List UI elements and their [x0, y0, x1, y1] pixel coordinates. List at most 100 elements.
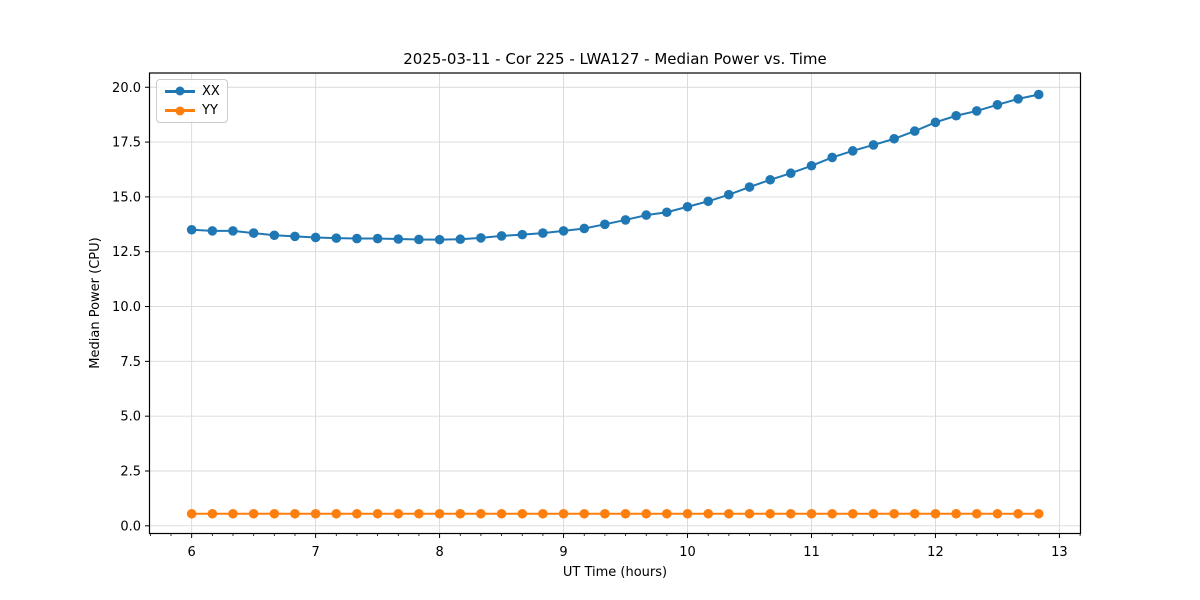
data-point-xx: [1013, 94, 1023, 104]
data-point-xx: [909, 126, 920, 136]
data-point-yy: [662, 508, 672, 519]
data-point-yy: [310, 508, 321, 519]
data-point-yy: [372, 508, 383, 519]
data-point-xx: [538, 228, 548, 238]
data-point-xx: [785, 168, 796, 179]
x-tick-label: 7: [311, 545, 319, 560]
data-point-yy: [248, 508, 259, 519]
data-point-yy: [909, 508, 920, 519]
data-point-xx: [662, 207, 672, 218]
y-axis-label: Median Power (CPU): [88, 237, 103, 368]
data-point-yy: [806, 508, 817, 519]
x-tick-label: 9: [559, 545, 567, 560]
chart-title: 2025-03-11 - Cor 225 - LWA127 - Median P…: [403, 50, 827, 68]
legend-item-yy: YY: [165, 102, 227, 120]
data-point-yy: [269, 508, 280, 519]
data-point-yy: [207, 508, 218, 519]
data-point-xx: [331, 233, 342, 243]
data-point-xx: [186, 224, 197, 235]
data-point-yy: [1033, 508, 1044, 519]
x-tick-label: 6: [188, 545, 196, 560]
legend-item-xx: XX: [165, 82, 227, 100]
legend: XX YY: [156, 79, 228, 123]
data-point-yy: [744, 508, 755, 519]
data-point-yy: [476, 508, 486, 519]
y-tick-label: 20.0: [112, 81, 141, 96]
data-point-xx: [724, 189, 734, 200]
data-point-xx: [620, 215, 631, 225]
data-point-yy: [682, 508, 693, 519]
data-point-xx: [496, 231, 507, 241]
data-point-xx: [310, 232, 321, 243]
data-point-xx: [476, 233, 486, 243]
data-point-yy: [579, 508, 590, 519]
data-point-xx: [868, 140, 879, 150]
yy-marker-icon: [175, 106, 185, 116]
xx-line-swatch: [165, 86, 195, 96]
data-point-yy: [930, 508, 941, 519]
data-point-xx: [393, 234, 404, 244]
data-point-yy: [290, 508, 300, 519]
xx-marker-icon: [175, 86, 185, 96]
data-point-yy: [847, 508, 858, 519]
data-point-xx: [600, 219, 610, 230]
data-point-yy: [331, 508, 342, 519]
data-point-yy: [600, 508, 610, 519]
series-line-xx: [191, 93, 1039, 241]
data-point-xx: [517, 229, 528, 240]
data-point-yy: [868, 508, 879, 519]
gridlines: [149, 73, 1081, 534]
x-axis-label: UT Time (hours): [563, 565, 667, 580]
data-point-xx: [414, 234, 424, 245]
data-point-xx: [579, 223, 590, 234]
data-point-xx: [434, 234, 445, 245]
data-point-xx: [372, 233, 383, 244]
y-tick-label: 7.5: [120, 355, 141, 370]
data-point-yy: [620, 508, 631, 519]
x-tick-label: 10: [679, 545, 696, 560]
data-point-xx: [1033, 89, 1044, 100]
data-point-xx: [827, 152, 837, 163]
data-point-yy: [496, 508, 507, 519]
data-point-yy: [992, 508, 1003, 519]
y-tick-label: 15.0: [112, 190, 141, 205]
data-point-yy: [827, 508, 837, 519]
data-point-yy: [186, 508, 197, 519]
data-point-yy: [455, 508, 466, 519]
data-point-yy: [414, 508, 424, 519]
data-series: [186, 89, 1044, 519]
data-point-yy: [538, 508, 548, 519]
data-point-xx: [847, 146, 858, 156]
data-point-yy: [393, 508, 404, 519]
data-point-xx: [455, 234, 466, 245]
data-point-yy: [1013, 508, 1023, 519]
data-point-yy: [228, 508, 238, 519]
x-tick-label: 12: [927, 545, 944, 560]
data-point-xx: [930, 117, 941, 128]
data-point-xx: [558, 226, 569, 236]
axis-ticks: [145, 86, 1081, 538]
data-point-xx: [228, 226, 238, 236]
data-point-yy: [434, 508, 445, 519]
data-point-yy: [703, 508, 714, 519]
data-point-xx: [641, 210, 652, 220]
data-point-xx: [290, 231, 300, 242]
data-point-xx: [352, 233, 362, 244]
data-point-yy: [352, 508, 362, 519]
y-tick-label: 17.5: [112, 136, 141, 151]
data-point-yy: [517, 508, 528, 519]
data-point-yy: [889, 508, 899, 519]
y-tick-label: 5.0: [120, 410, 141, 425]
plot-frame: [148, 72, 1082, 535]
data-point-xx: [951, 110, 961, 121]
data-point-xx: [971, 106, 982, 116]
legend-label-xx: XX: [202, 83, 220, 99]
data-point-yy: [558, 508, 569, 519]
data-point-yy: [641, 508, 652, 519]
data-point-xx: [248, 228, 259, 238]
yy-line-swatch: [165, 106, 195, 116]
x-tick-label: 8: [435, 545, 443, 560]
data-point-xx: [889, 133, 899, 144]
